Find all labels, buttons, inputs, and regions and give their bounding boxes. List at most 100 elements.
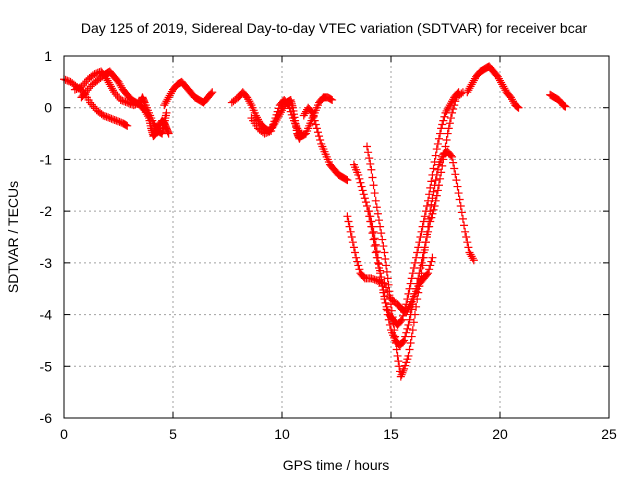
data-point-marker: [382, 261, 391, 270]
data-point-marker: [260, 129, 269, 138]
data-point-marker: [262, 128, 271, 137]
series-sat-g: [299, 103, 352, 185]
data-point-marker: [450, 101, 459, 110]
data-point-marker: [451, 97, 460, 106]
x-tick-label: 0: [60, 426, 68, 442]
data-point-marker: [347, 233, 356, 241]
data-point-marker: [405, 345, 414, 354]
data-point-marker: [74, 84, 83, 93]
data-point-marker: [143, 112, 152, 121]
data-point-marker: [344, 217, 353, 226]
data-point-marker: [79, 81, 88, 90]
data-point-marker: [440, 112, 449, 121]
data-point-marker: [426, 261, 435, 270]
data-point-marker: [309, 112, 318, 121]
data-point-marker: [424, 196, 433, 205]
x-tick-label: 15: [383, 426, 399, 442]
series-sat-k: [365, 88, 467, 350]
data-point-marker: [404, 320, 413, 329]
data-point-marker: [379, 286, 388, 295]
data-point-marker: [406, 310, 415, 319]
data-point-marker: [83, 86, 92, 95]
data-point-marker: [469, 256, 478, 265]
plot-frame: [63, 55, 610, 419]
data-point-marker: [451, 170, 460, 179]
data-point-marker: [407, 305, 416, 314]
data-point-marker: [454, 189, 463, 198]
data-point-marker: [414, 274, 423, 283]
data-point-marker: [400, 336, 409, 345]
y-axis-label: SDTVAR / TECUs: [5, 181, 21, 293]
data-point-marker: [427, 200, 436, 209]
x-tick-label: 10: [274, 426, 290, 442]
data-point-marker: [382, 267, 391, 276]
data-point-marker: [436, 129, 445, 138]
data-point-marker: [460, 221, 469, 230]
data-point-marker: [88, 71, 97, 80]
data-point-marker: [316, 136, 325, 145]
data-point-marker: [363, 142, 372, 151]
data-point-marker: [455, 195, 464, 204]
data-point-marker: [123, 98, 132, 107]
data-point-marker: [355, 265, 364, 274]
data-point-marker: [384, 280, 393, 289]
data-point-marker: [440, 148, 449, 157]
data-point-marker: [383, 310, 392, 319]
data-point-marker: [246, 99, 255, 108]
data-point-marker: [122, 121, 131, 130]
data-point-marker: [365, 154, 374, 163]
data-point-marker: [382, 305, 391, 314]
data-point-marker: [397, 315, 406, 324]
data-point-marker: [432, 145, 441, 154]
data-point-marker: [387, 300, 395, 309]
data-point-marker: [449, 158, 458, 167]
data-point-marker: [437, 124, 446, 133]
data-point-marker: [385, 287, 394, 296]
data-point-marker: [433, 139, 442, 148]
data-point-marker: [308, 108, 317, 117]
data-point-marker: [80, 79, 89, 88]
data-point-marker: [453, 182, 462, 191]
data-point-marker: [420, 212, 429, 221]
chart-title: Day 125 of 2019, Sidereal Day-to-day VTE…: [81, 20, 588, 36]
data-point-marker: [369, 275, 378, 284]
data-point-marker: [410, 289, 419, 298]
data-point-marker: [427, 213, 436, 222]
data-point-marker: [357, 182, 366, 191]
data-point-marker: [376, 222, 385, 231]
data-point-marker: [449, 105, 458, 114]
data-point-marker: [395, 362, 404, 371]
data-point-marker: [439, 155, 448, 164]
data-point-marker: [102, 112, 111, 121]
data-point-marker: [310, 116, 319, 125]
data-point-marker: [398, 311, 407, 320]
data-point-marker: [351, 248, 360, 257]
data-point-marker: [419, 248, 428, 257]
data-point-marker: [426, 183, 435, 192]
data-point-marker: [408, 326, 417, 335]
data-point-marker: [375, 216, 384, 225]
data-point-marker: [343, 176, 352, 185]
data-points: [60, 62, 570, 381]
data-point-marker: [431, 196, 440, 205]
data-point-marker: [431, 176, 440, 185]
data-point-marker: [151, 129, 160, 138]
data-point-marker: [349, 243, 358, 252]
data-point-marker: [164, 129, 173, 138]
data-point-marker: [89, 102, 98, 111]
data-point-marker: [70, 85, 79, 94]
data-point-marker: [437, 168, 446, 177]
data-point-marker: [92, 69, 101, 78]
data-point-marker: [312, 124, 321, 133]
data-point-marker: [439, 116, 448, 125]
data-point-marker: [113, 92, 122, 101]
data-point-marker: [77, 83, 86, 92]
data-point-marker: [376, 266, 385, 275]
data-point-marker: [355, 174, 364, 183]
data-point-marker: [381, 298, 390, 307]
series-sat-f: [247, 93, 337, 141]
data-point-marker: [456, 201, 465, 210]
data-point-marker: [434, 181, 443, 190]
data-point-marker: [421, 238, 430, 247]
series-sat-m: [546, 90, 570, 111]
